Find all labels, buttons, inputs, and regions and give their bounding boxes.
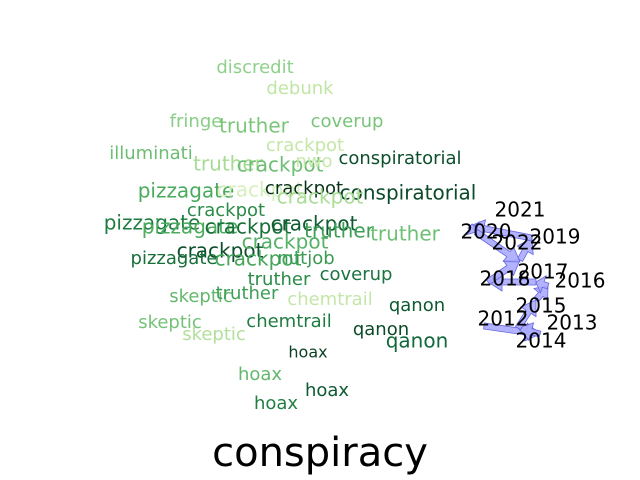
word-label: hoax [288,343,327,362]
word-label: hoax [305,380,349,401]
word-label: skeptic [182,324,246,345]
year-label: 2015 [516,294,567,318]
trajectory-arrow [517,322,542,342]
year-label: 2012 [478,307,529,331]
year-label: 2020 [461,220,512,244]
trajectory-arrow [535,274,550,295]
word-label: skeptic [169,286,233,307]
year-label: 2019 [530,225,581,249]
word-label: hoax [254,393,298,414]
word-label: crackpot [266,135,344,156]
word-label: truther [304,219,375,243]
word-label: truther [219,114,290,138]
word-label: nutjob [277,248,334,269]
word-label: debunk [266,78,334,99]
word-label: fringe [170,111,223,132]
word-label: chemtrail [246,311,331,332]
word-label: crackpot [271,212,358,236]
word-label: qanon [353,319,409,340]
word-label: pizzagate [142,215,239,239]
word-label: hoax [238,364,282,385]
year-label: 2022 [492,231,543,255]
year-label: 2017 [518,260,569,284]
year-label: 2013 [547,311,598,335]
trajectory-arrow [514,299,537,331]
word-label: crackpot [277,185,364,209]
word-label: qanon [389,295,445,316]
word-label: crackpot [242,230,329,254]
trajectory-arrow [473,228,521,263]
word-label: skeptic [138,312,202,333]
word-label: truther [216,283,279,304]
word-label: conspiratorial [338,148,461,169]
word-label: crackpot [187,200,265,221]
word-label: pizzagate [138,179,235,203]
word-label: qanon [386,329,449,353]
word-label: truther [370,222,441,246]
year-label: 2014 [516,329,567,353]
word-label: pizzagate [131,248,218,269]
word-label: coverup [320,264,393,285]
word-label: nwo [295,151,332,172]
word-label: truther [193,152,264,176]
word-label: pizzagate [104,211,201,235]
word-label: crackpot [177,239,264,263]
word-label: chemtrail [287,289,372,310]
word-label: illuminati [109,143,192,164]
year-label: 2016 [555,269,606,293]
word-label: crackpot [265,178,343,199]
year-label: 2021 [495,198,546,222]
word-label: discredit [216,57,293,78]
trajectory-arrow [464,220,480,236]
year-trajectory-arrows [464,219,550,342]
word-label: crackpot [215,247,302,271]
word-label: truther [248,269,311,290]
word-label: crackpot [237,153,324,177]
word-label: conspiratorial [340,181,477,205]
word-label: crackpot [205,215,292,239]
chart-title: conspiracy [212,430,428,476]
word-label: coverup [311,111,384,132]
year-label: 2018 [480,267,531,291]
word-label: crackpot [217,178,304,202]
